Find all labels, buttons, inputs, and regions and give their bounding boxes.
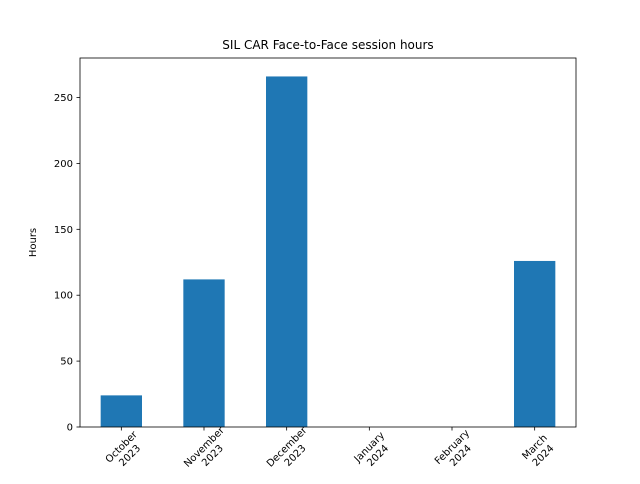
bar-december-2023: [266, 76, 308, 427]
y-axis-label: Hours: [28, 228, 39, 257]
y-tick-label: 150: [54, 225, 73, 236]
bar-november-2023: [183, 279, 225, 427]
y-tick-label: 100: [54, 291, 73, 302]
y-tick-label: 50: [60, 357, 73, 368]
bar-march-2024: [514, 260, 556, 427]
bar-october-2023: [100, 395, 142, 427]
chart-title: SIL CAR Face-to-Face session hours: [222, 38, 433, 52]
y-axis: 0 50 100 150 200 250: [54, 93, 80, 434]
bars-layer: [100, 76, 556, 427]
plot-frame: [79, 57, 577, 428]
y-tick-label: 250: [54, 93, 73, 104]
y-tick-label: 0: [67, 423, 73, 434]
y-tick-label: 200: [54, 159, 73, 170]
